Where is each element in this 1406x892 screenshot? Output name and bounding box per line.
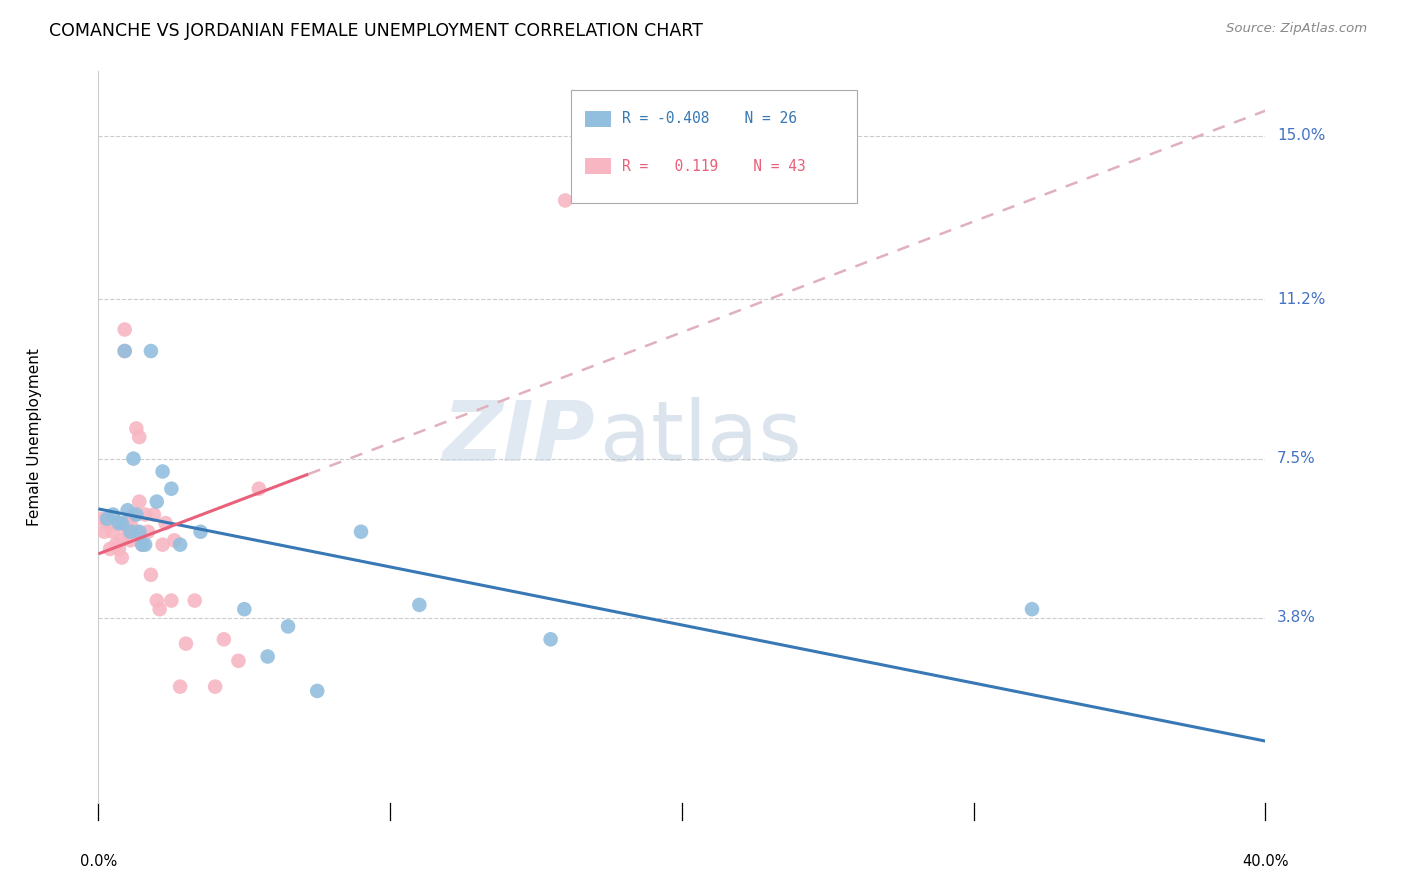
Point (146, 494, 169, 508)
Point (139, 567, 162, 582)
Text: atlas: atlas (600, 397, 801, 477)
Point (101, 516, 124, 530)
Text: 40.0%: 40.0% (1241, 855, 1289, 870)
Point (108, 541, 131, 556)
Point (155, 516, 177, 530)
Point (122, 524, 145, 539)
Point (117, 503, 139, 517)
Point (350, 524, 373, 539)
Point (190, 524, 212, 539)
Point (169, 538, 191, 552)
Point (277, 619, 299, 633)
Point (108, 516, 131, 530)
Point (128, 524, 150, 539)
Text: COMANCHE VS JORDANIAN FEMALE UNEMPLOYMENT CORRELATION CHART: COMANCHE VS JORDANIAN FEMALE UNEMPLOYMEN… (49, 22, 703, 40)
Point (212, 632, 235, 647)
Point (114, 344, 136, 359)
Point (152, 538, 174, 552)
Text: R =   0.119    N = 43: R = 0.119 N = 43 (623, 159, 806, 174)
Text: 15.0%: 15.0% (1277, 128, 1326, 144)
Point (183, 593, 205, 607)
Point (169, 680, 191, 694)
Point (256, 649, 278, 664)
Point (114, 344, 136, 359)
Point (204, 680, 226, 694)
Point (233, 602, 256, 616)
Point (228, 654, 250, 668)
Point (122, 508, 145, 522)
Point (408, 598, 430, 612)
Point (131, 538, 153, 552)
Point (554, 194, 576, 208)
FancyBboxPatch shape (571, 90, 858, 203)
Point (152, 465, 174, 479)
FancyBboxPatch shape (585, 111, 610, 127)
Point (117, 516, 139, 530)
Point (122, 451, 145, 466)
Point (120, 524, 142, 539)
Point (307, 684, 329, 698)
Text: ZIP: ZIP (441, 397, 595, 477)
Point (146, 593, 169, 607)
Point (131, 538, 153, 552)
Point (160, 482, 183, 496)
FancyBboxPatch shape (585, 159, 610, 175)
Point (117, 524, 139, 539)
Point (128, 430, 150, 444)
Point (134, 538, 156, 552)
Point (540, 632, 562, 647)
Point (120, 516, 142, 530)
Point (160, 593, 183, 607)
Point (247, 482, 270, 496)
Point (134, 508, 156, 522)
Text: R = -0.408    N = 26: R = -0.408 N = 26 (623, 112, 797, 127)
Point (96, 516, 118, 530)
Point (136, 524, 159, 539)
Point (163, 533, 186, 548)
Point (128, 494, 150, 508)
Point (96, 512, 118, 526)
Text: 3.8%: 3.8% (1277, 610, 1316, 625)
Point (111, 550, 134, 565)
Point (125, 508, 148, 522)
Point (120, 533, 142, 548)
Text: Female Unemployment: Female Unemployment (27, 348, 42, 526)
Point (104, 516, 127, 530)
Text: 11.2%: 11.2% (1277, 292, 1326, 307)
Point (1021, 602, 1043, 616)
Point (111, 533, 134, 548)
Point (101, 524, 124, 539)
Text: 0.0%: 0.0% (80, 855, 117, 870)
Point (142, 508, 165, 522)
Point (93, 524, 115, 539)
Text: 7.5%: 7.5% (1277, 451, 1316, 467)
Point (149, 602, 172, 616)
Point (139, 344, 162, 359)
Point (90, 512, 112, 526)
Point (101, 508, 124, 522)
Point (104, 538, 127, 552)
Text: Source: ZipAtlas.com: Source: ZipAtlas.com (1226, 22, 1367, 36)
Point (114, 322, 136, 336)
Point (108, 516, 131, 530)
Point (111, 516, 134, 530)
Point (174, 637, 197, 651)
Point (125, 524, 148, 539)
Point (125, 421, 148, 435)
Point (98, 541, 121, 556)
